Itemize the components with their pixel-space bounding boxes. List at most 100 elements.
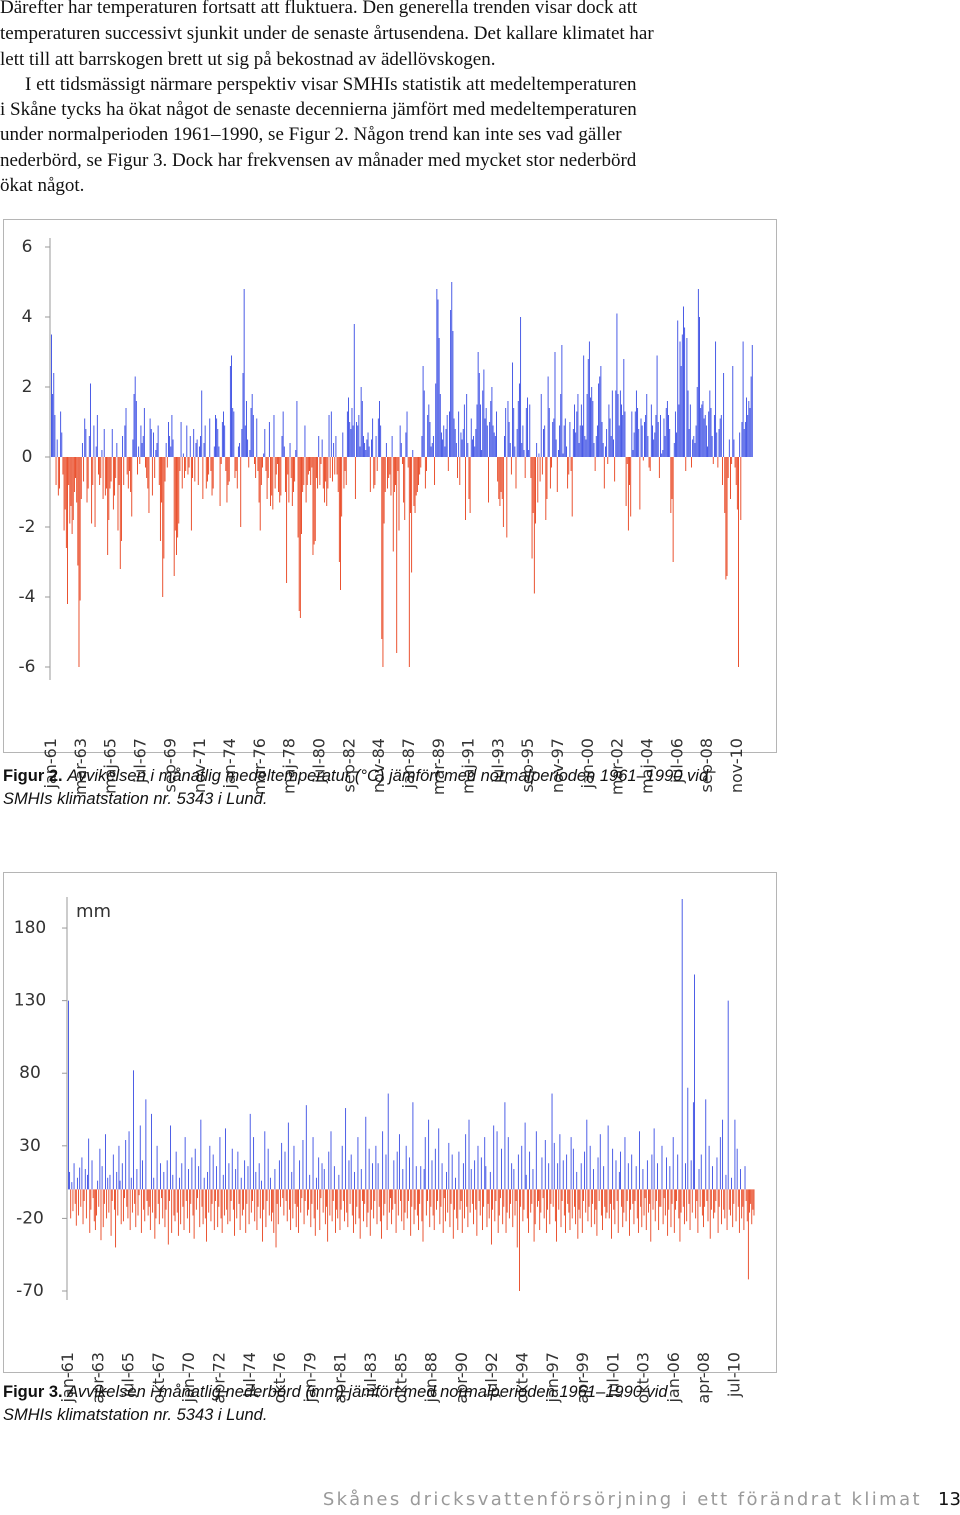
chart-frame: [3, 872, 777, 1373]
bar: [285, 1189, 287, 1201]
bar: [719, 1137, 721, 1190]
bar: [712, 457, 714, 464]
bar: [442, 439, 444, 457]
bar: [255, 1171, 257, 1190]
bar: [405, 1145, 407, 1190]
bar: [626, 457, 628, 464]
bar: [218, 1189, 220, 1207]
bar: [681, 899, 683, 1190]
bar: [321, 439, 323, 457]
bar: [73, 1163, 75, 1190]
bar: [493, 1125, 495, 1190]
bar: [430, 1189, 432, 1207]
bar: [736, 1148, 738, 1190]
bar: [415, 1166, 417, 1190]
x-tick-label: nov-97: [548, 738, 567, 793]
bar: [283, 1189, 285, 1216]
bar: [85, 429, 87, 457]
bar: [530, 457, 532, 478]
bar: [548, 408, 550, 457]
bar: [97, 1180, 99, 1190]
bar: [521, 443, 523, 457]
bar: [309, 457, 310, 471]
bar: [591, 1189, 593, 1204]
bar: [583, 355, 585, 457]
bar: [350, 429, 352, 457]
bar: [347, 1189, 349, 1228]
bar: [90, 1189, 92, 1210]
bar: [313, 457, 315, 545]
bar: [228, 457, 230, 482]
bar: [632, 450, 634, 457]
bar: [692, 1102, 694, 1190]
bar: [103, 429, 105, 457]
bar: [337, 1189, 339, 1219]
bar: [148, 1189, 150, 1207]
bar: [462, 429, 464, 457]
bar: [265, 457, 267, 471]
bar: [649, 457, 651, 471]
bar: [745, 1189, 747, 1201]
bar: [735, 1189, 737, 1222]
bar: [282, 1189, 284, 1199]
bar: [487, 1189, 489, 1204]
bar: [262, 1189, 264, 1242]
bar: [400, 443, 402, 457]
bar: [175, 1151, 177, 1190]
bar: [184, 457, 185, 478]
bar: [419, 1189, 421, 1204]
bar: [497, 1189, 499, 1233]
bar: [192, 1189, 194, 1216]
bar: [222, 1174, 224, 1190]
bar: [657, 1163, 658, 1190]
bar: [500, 457, 502, 492]
bar: [469, 457, 471, 513]
bar: [156, 443, 158, 457]
bar: [327, 457, 329, 489]
bar: [638, 429, 640, 457]
bar: [465, 457, 466, 520]
bar: [648, 1189, 649, 1213]
bar: [386, 1189, 388, 1231]
bar: [332, 457, 333, 482]
bar: [88, 436, 90, 457]
bar: [575, 1189, 577, 1225]
bar: [633, 1189, 635, 1225]
bar: [724, 457, 726, 513]
bar: [258, 1163, 260, 1190]
bar: [120, 457, 122, 541]
bar: [204, 425, 206, 457]
bar: [126, 457, 128, 475]
bar: [631, 1154, 633, 1190]
bar: [164, 457, 166, 482]
bar: [602, 1189, 603, 1231]
bar: [566, 446, 567, 457]
bar: [245, 401, 247, 457]
bar: [336, 1189, 338, 1210]
bar: [270, 457, 271, 506]
bar: [537, 457, 539, 503]
bar: [305, 1105, 307, 1190]
bar: [457, 1189, 459, 1231]
bar: [213, 446, 215, 457]
bar: [353, 324, 355, 457]
bar: [671, 457, 673, 499]
bar: [570, 457, 572, 471]
bar: [214, 1189, 216, 1201]
bar: [69, 457, 71, 524]
bar: [564, 418, 566, 457]
bar: [75, 1189, 77, 1226]
bar: [334, 457, 336, 475]
bar: [216, 418, 218, 457]
bar: [346, 411, 348, 457]
bar: [660, 1189, 662, 1207]
bar: [733, 439, 735, 457]
bar: [274, 457, 276, 489]
bar: [427, 1189, 428, 1201]
bar: [116, 1171, 118, 1190]
bar: [125, 408, 127, 457]
bar: [134, 376, 136, 457]
x-tick-label: maj-78: [280, 738, 299, 794]
bar: [78, 457, 80, 667]
bar: [299, 457, 301, 618]
